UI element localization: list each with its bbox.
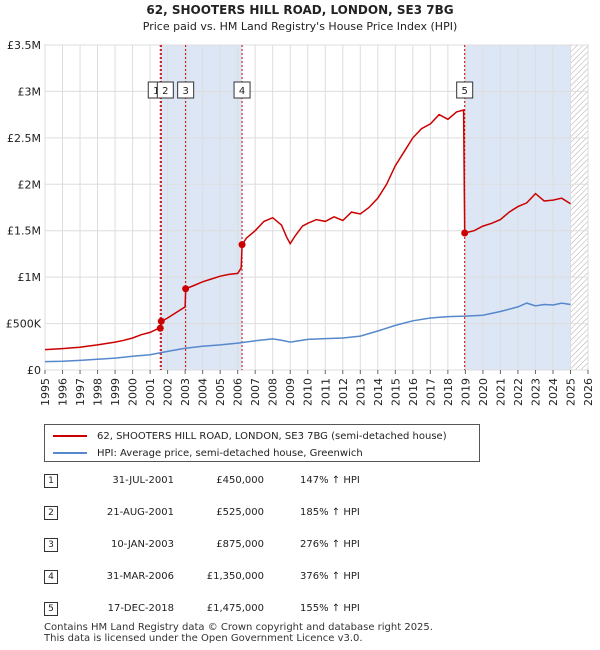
sale-hpi-change: 276% ↑ HPI	[300, 539, 360, 550]
x-tick-label: 2013	[354, 378, 367, 406]
x-tick-label: 2005	[214, 378, 227, 406]
sale-badge	[156, 81, 174, 99]
x-tick-label: 2014	[372, 378, 385, 406]
sale-row: 5 17-DEC-2018 £1,475,000 155% ↑ HPI	[44, 602, 464, 620]
sale-row: 2 21-AUG-2001 £525,000 185% ↑ HPI	[44, 506, 464, 524]
sale-badge-label: 4	[239, 86, 245, 97]
y-tick-label: £0	[27, 364, 41, 377]
x-tick-label: 2019	[459, 378, 472, 406]
sale-point	[157, 317, 165, 325]
x-tick-label: 2001	[144, 378, 157, 406]
x-tick-label: 2018	[442, 378, 455, 406]
sale-badge-label: 1	[153, 86, 159, 97]
hpi-line	[44, 302, 571, 363]
sale-price: £875,000	[216, 539, 264, 550]
sale-hpi-change: 376% ↑ HPI	[300, 571, 360, 582]
sale-badge	[177, 81, 195, 99]
x-tick-label: 2000	[127, 378, 140, 406]
y-tick-label: £3M	[18, 85, 42, 98]
x-tick-label: 2003	[179, 378, 192, 406]
x-tick-label: 2006	[232, 378, 245, 406]
sale-row: 4 31-MAR-2006 £1,350,000 376% ↑ HPI	[44, 570, 464, 588]
sale-date: 21-AUG-2001	[106, 507, 174, 518]
legend-swatch-hpi	[53, 452, 87, 454]
sale-number-badge: 2	[44, 506, 58, 520]
legend-label-property: 62, SHOOTERS HILL ROAD, LONDON, SE3 7BG …	[97, 430, 447, 442]
x-tick-label: 1996	[57, 378, 70, 406]
sale-badge-label: 3	[182, 86, 188, 97]
x-tick-label: 1998	[92, 378, 105, 406]
sale-date: 31-JUL-2001	[112, 475, 174, 486]
chart-subtitle: Price paid vs. HM Land Registry's House …	[143, 20, 458, 33]
attribution-line-1: Contains HM Land Registry data © Crown c…	[44, 622, 433, 633]
legend-item-hpi: HPI: Average price, semi-detached house,…	[53, 445, 363, 461]
attribution: Contains HM Land Registry data © Crown c…	[44, 622, 433, 644]
sale-row: 1 31-JUL-2001 £450,000 147% ↑ HPI	[44, 474, 464, 492]
y-tick-label: £1.5M	[7, 225, 41, 238]
sale-point	[156, 324, 164, 332]
x-tick-label: 2009	[284, 378, 297, 406]
x-tick-label: 2017	[424, 378, 437, 406]
x-tick-label: 2011	[319, 378, 332, 406]
y-tick-label: £500K	[6, 318, 42, 331]
sale-hpi-change: 147% ↑ HPI	[300, 475, 360, 486]
x-tick-label: 2025	[564, 378, 577, 406]
sale-number-badge: 1	[44, 474, 58, 488]
sale-hpi-change: 185% ↑ HPI	[300, 507, 360, 518]
x-tick-label: 1995	[39, 378, 52, 406]
sale-badge-label: 2	[162, 86, 168, 97]
x-tick-label: 2021	[494, 378, 507, 406]
sale-badge	[456, 81, 474, 99]
ownership-shade	[160, 45, 243, 370]
chart-title: 62, SHOOTERS HILL ROAD, LONDON, SE3 7BG	[146, 3, 453, 17]
sale-number-badge: 5	[44, 602, 58, 616]
sale-number-badge: 4	[44, 570, 58, 584]
sale-price: £450,000	[216, 475, 264, 486]
sale-point	[238, 241, 246, 249]
sale-number-badge: 3	[44, 538, 58, 552]
x-tick-label: 2022	[512, 378, 525, 406]
sale-price: £525,000	[216, 507, 264, 518]
sale-price: £1,475,000	[206, 603, 264, 614]
x-tick-label: 2026	[582, 378, 595, 406]
sale-badge	[233, 81, 251, 99]
legend-item-property: 62, SHOOTERS HILL ROAD, LONDON, SE3 7BG …	[53, 428, 447, 444]
x-tick-label: 2002	[162, 378, 175, 406]
y-tick-label: £2.5M	[7, 132, 41, 145]
y-tick-label: £3.5M	[7, 39, 41, 52]
y-tick-label: £1M	[18, 271, 42, 284]
x-tick-label: 2015	[389, 378, 402, 406]
sale-badge-label: 5	[461, 86, 467, 97]
x-tick-label: 2016	[407, 378, 420, 406]
legend: 62, SHOOTERS HILL ROAD, LONDON, SE3 7BG …	[44, 424, 480, 462]
price-chart: 62, SHOOTERS HILL ROAD, LONDON, SE3 7BG …	[6, 3, 595, 406]
x-tick-label: 1997	[74, 378, 87, 406]
x-tick-label: 2024	[547, 378, 560, 406]
x-tick-label: 2010	[302, 378, 315, 406]
sale-date: 17-DEC-2018	[107, 603, 174, 614]
forecast-hatch	[570, 45, 588, 370]
x-tick-label: 2004	[197, 378, 210, 406]
sale-point	[182, 285, 190, 293]
sale-row: 3 10-JAN-2003 £875,000 276% ↑ HPI	[44, 538, 464, 556]
x-tick-label: 2012	[337, 378, 350, 406]
x-tick-label: 2007	[249, 378, 262, 406]
legend-swatch-property	[53, 435, 87, 437]
property-price-line	[44, 109, 571, 351]
sale-hpi-change: 155% ↑ HPI	[300, 603, 360, 614]
x-tick-label: 1999	[109, 378, 122, 406]
sale-price: £1,350,000	[206, 571, 264, 582]
y-tick-label: £2M	[18, 178, 42, 191]
sale-point	[461, 229, 469, 237]
attribution-line-2: This data is licensed under the Open Gov…	[44, 633, 363, 644]
sale-date: 31-MAR-2006	[106, 571, 174, 582]
x-tick-label: 2023	[529, 378, 542, 406]
sale-date: 10-JAN-2003	[110, 539, 174, 550]
legend-label-hpi: HPI: Average price, semi-detached house,…	[97, 447, 363, 459]
x-tick-label: 2008	[267, 378, 280, 406]
x-tick-label: 2020	[477, 378, 490, 406]
